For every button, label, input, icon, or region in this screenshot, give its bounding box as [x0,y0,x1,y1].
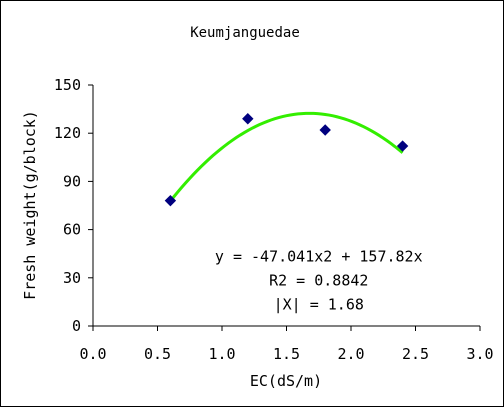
y-tick-label: 60 [63,221,81,239]
x-tick-label: 2.0 [337,345,364,363]
y-axis-label: Fresh weight(g/block) [21,110,39,300]
x-tick-label: 1.5 [273,345,300,363]
equation-annotation: R2 = 0.8842 [269,272,368,290]
equation-annotation: y = -47.041x2 + 157.82x [215,248,423,266]
data-point [164,194,177,207]
equation-annotation: |X| = 1.68 [274,296,364,314]
x-axis-label: EC(dS/m) [250,372,322,390]
x-tick-label: 0.5 [144,345,171,363]
y-tick-label: 90 [63,172,81,190]
data-point [396,140,409,152]
y-tick-label: 0 [72,317,81,335]
x-axis-ticks: 0.0 0.5 1.0 1.5 2.0 2.5 3.0 [79,326,494,363]
x-tick-label: 0.0 [79,345,106,363]
data-points [164,113,409,207]
x-tick-label: 3.0 [466,345,493,363]
y-tick-label: 120 [54,124,81,142]
y-axis-ticks: 0 30 60 90 120 150 [54,76,93,335]
equation-annotations: y = -47.041x2 + 157.82x R2 = 0.8842 |X| = … [215,248,423,314]
chart-title: Keumjanguedae [190,25,300,41]
data-point [319,124,331,136]
y-tick-label: 150 [54,76,81,94]
trendline [169,111,404,203]
y-tick-label: 30 [63,269,81,287]
data-point [242,113,254,125]
x-tick-label: 1.0 [208,345,235,363]
x-tick-label: 2.5 [402,345,429,363]
